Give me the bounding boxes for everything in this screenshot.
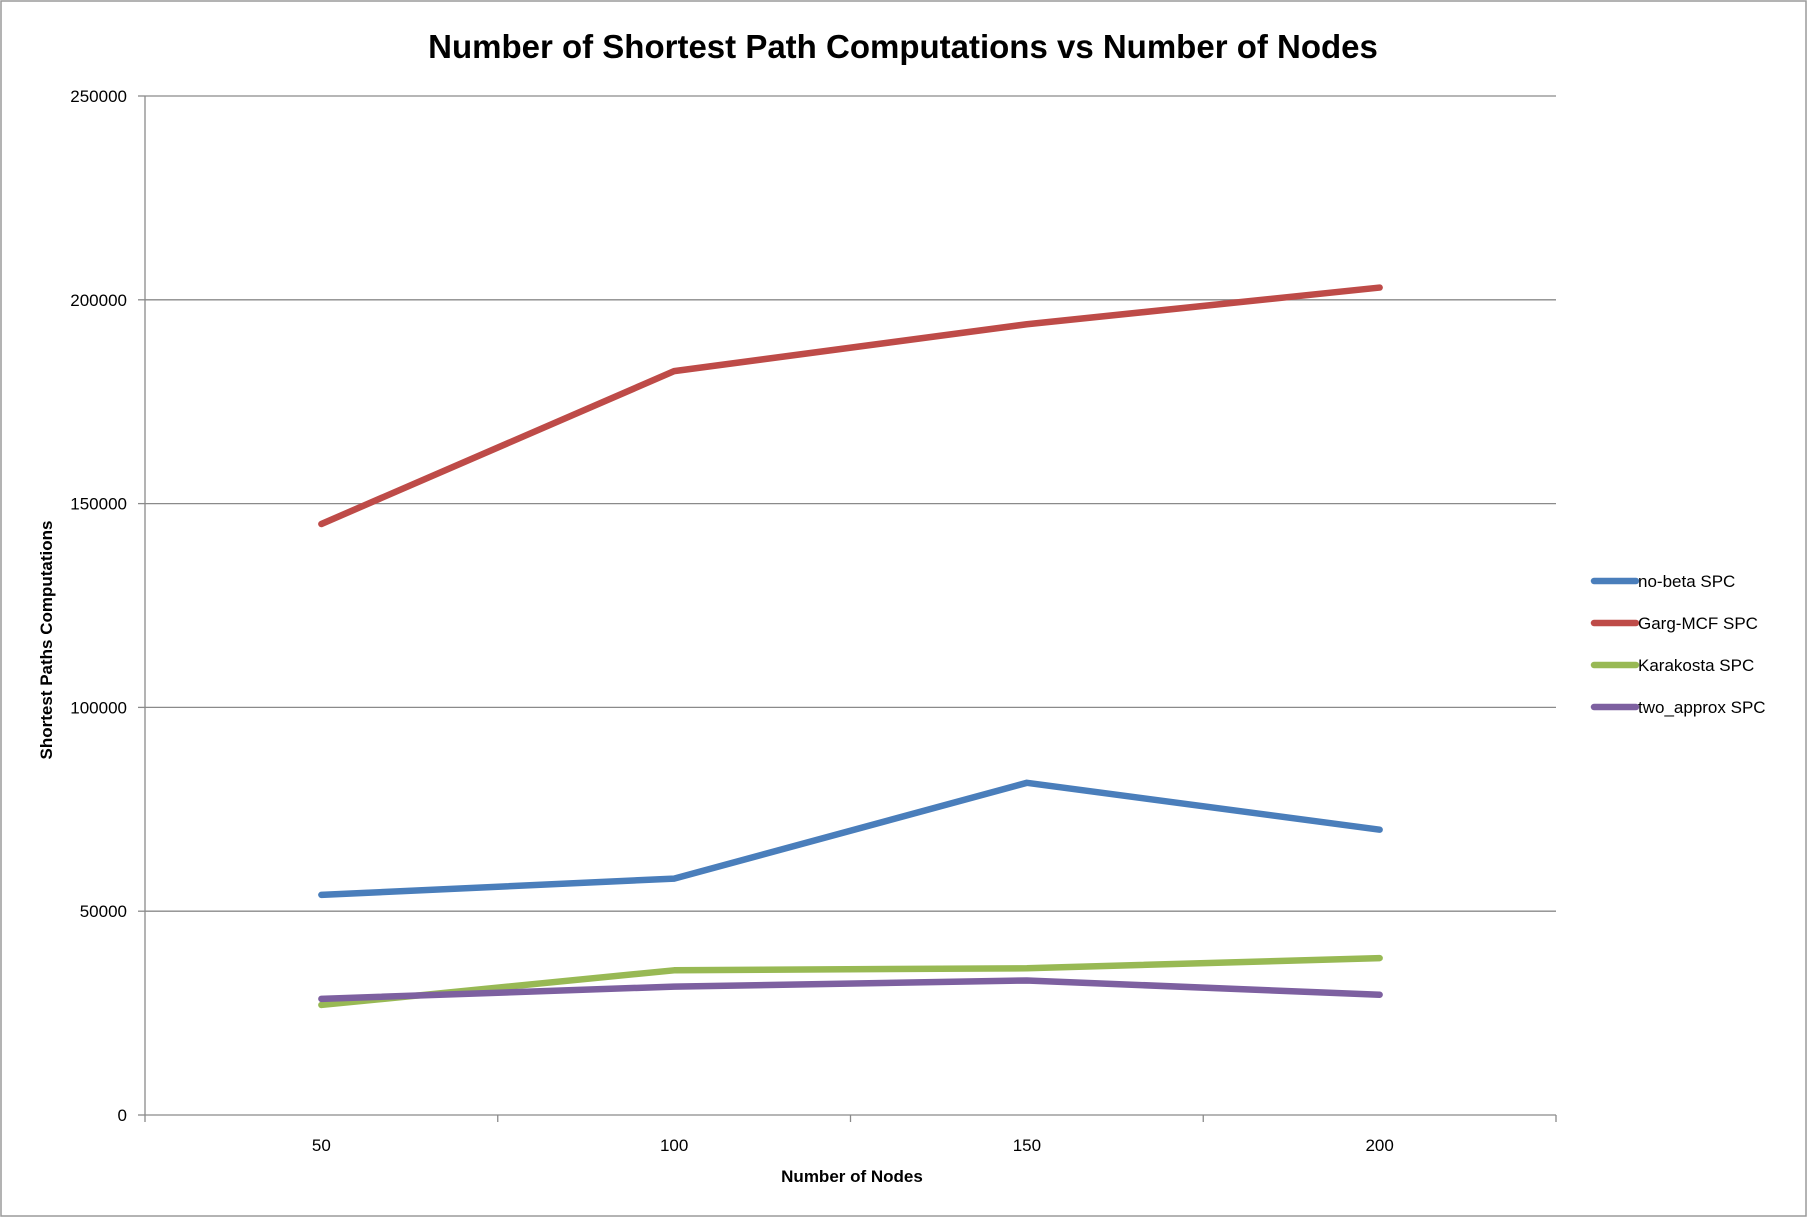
x-tick-label: 100 xyxy=(660,1136,688,1155)
series-line-two-approx-spc xyxy=(318,977,1383,1003)
legend-label-no-beta-spc: no-beta SPC xyxy=(1638,572,1735,591)
axes xyxy=(138,95,1557,1122)
series-lines xyxy=(318,284,1383,1009)
gridlines xyxy=(145,95,1556,912)
tick-labels: 0 50000 100000 150000 200000 250000 50 100 150 20… xyxy=(70,87,1394,1155)
y-tick-label: 50000 xyxy=(80,902,127,921)
x-tick-label: 200 xyxy=(1365,1136,1393,1155)
y-tick-label: 100000 xyxy=(70,698,127,717)
y-tick-label: 150000 xyxy=(70,495,127,514)
x-tick-label: 150 xyxy=(1013,1136,1041,1155)
legend-label-garg-mcf-spc: Garg-MCF SPC xyxy=(1638,614,1758,633)
x-tick-label: 50 xyxy=(312,1136,331,1155)
legend-label-two-approx-spc: two_approx SPC xyxy=(1638,698,1766,717)
x-axis-title: Number of Nodes xyxy=(781,1167,923,1186)
legend-label-karakosta-spc: Karakosta SPC xyxy=(1638,656,1754,675)
series-line-no-beta-spc xyxy=(318,779,1383,899)
y-axis-title: Shortest Paths Computations xyxy=(37,521,56,760)
y-tick-label: 250000 xyxy=(70,87,127,106)
series-line-garg-mcf-spc xyxy=(318,284,1383,528)
chart-title: Number of Shortest Path Computations vs … xyxy=(428,28,1378,65)
y-tick-label: 200000 xyxy=(70,291,127,310)
y-tick-label: 0 xyxy=(118,1106,127,1125)
series-line-karakosta-spc xyxy=(318,954,1383,1009)
legend: no-beta SPC Garg-MCF SPC Karakosta SPC two_… xyxy=(1590,572,1766,717)
